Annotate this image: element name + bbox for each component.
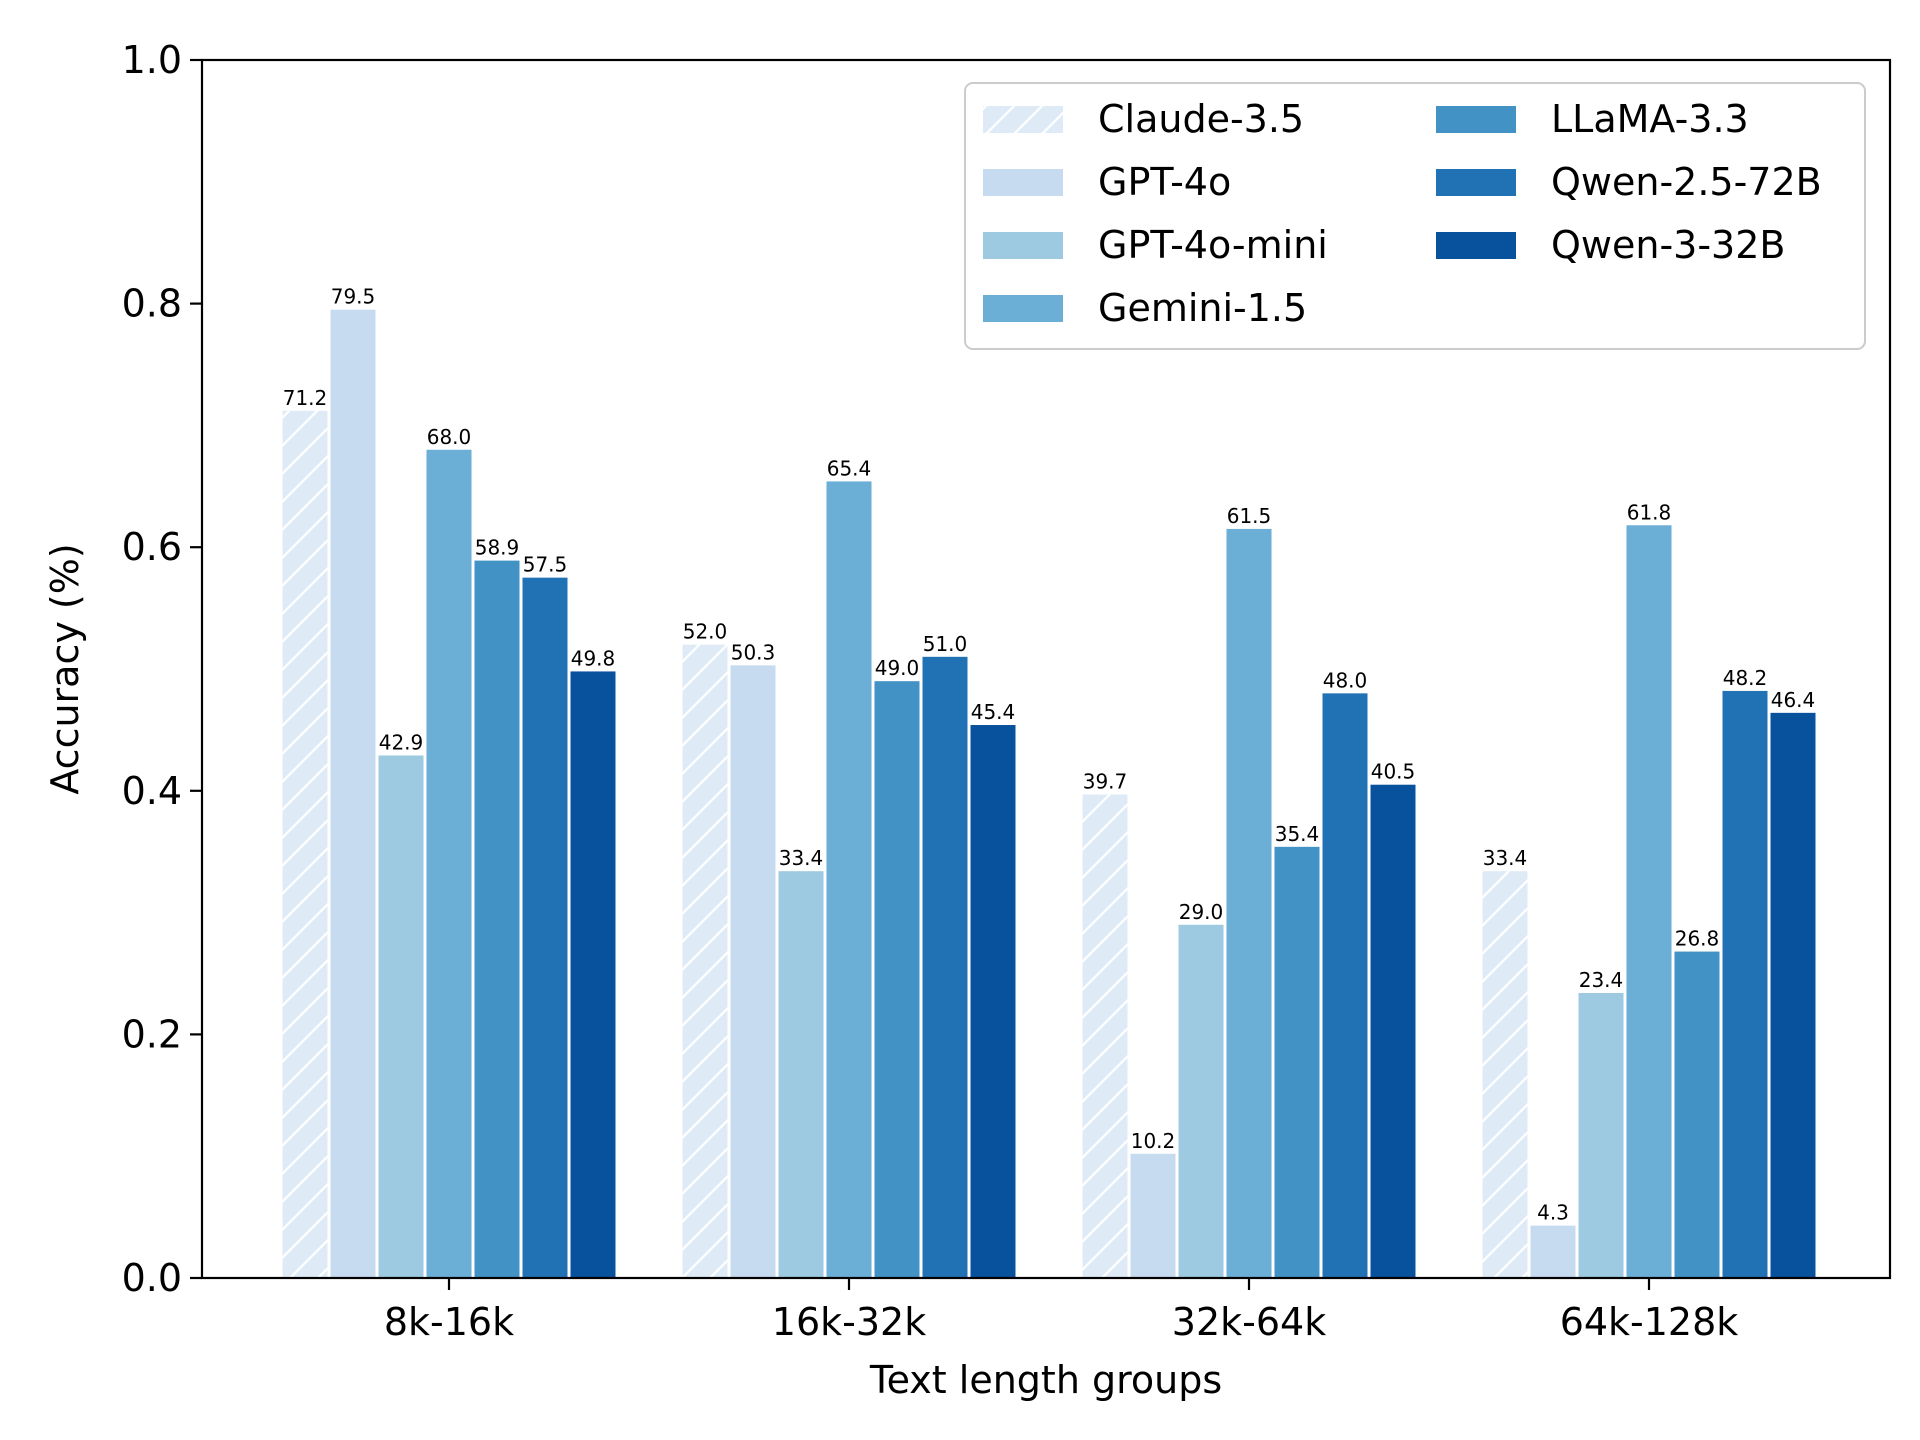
y-tick-label: 1.0 [122, 38, 182, 82]
y-tick-label: 0.2 [122, 1012, 182, 1056]
bar-hatch [1482, 871, 1528, 1278]
bar-qwen-3-32b-32k-64k [1370, 784, 1416, 1278]
bar-value-label: 50.3 [731, 640, 776, 664]
bar-value-label: 23.4 [1579, 968, 1624, 992]
bar-gpt-4o-mini-16k-32k [778, 871, 824, 1278]
x-axis: 8k-16k 16k-32k 32k-64k 64k-128k [384, 1278, 1738, 1344]
bar-gpt-4o-16k-32k [730, 665, 776, 1278]
legend-swatch [983, 295, 1063, 322]
bar-llama-3-3-32k-64k [1274, 846, 1320, 1278]
legend-swatch-hatch [983, 106, 1063, 133]
bar-value-label: 46.4 [1771, 688, 1816, 712]
bar-gpt-4o-8k-16k [330, 309, 376, 1278]
bar-value-label: 61.5 [1227, 504, 1272, 528]
bar-gpt-4o-32k-64k [1130, 1153, 1176, 1278]
bar-value-label: 58.9 [475, 536, 520, 560]
legend-label: Qwen-2.5-72B [1551, 160, 1822, 204]
bar-llama-3-3-64k-128k [1674, 951, 1720, 1278]
bar-gemini-1-5-64k-128k [1626, 525, 1672, 1278]
bar-gpt-4o-mini-32k-64k [1178, 924, 1224, 1278]
bar-value-label: 40.5 [1371, 760, 1416, 784]
bar-value-label: 33.4 [779, 846, 824, 870]
y-tick-label: 0.0 [122, 1256, 182, 1300]
bar-value-label: 49.0 [875, 656, 920, 680]
legend-label: Qwen-3-32B [1551, 223, 1785, 267]
bar-value-label: 49.8 [571, 646, 616, 670]
legend-swatch [1436, 169, 1516, 196]
bar-value-label: 71.2 [283, 386, 328, 410]
legend-swatch [983, 232, 1063, 259]
bar-gpt-4o-mini-64k-128k [1578, 992, 1624, 1278]
bar-qwen-3-32b-16k-32k [970, 725, 1016, 1278]
bar-labels-layer: 71.2 52.0 39.7 33.4 79.5 50.3 10.2 4.3 42.9 33.4 2… [283, 285, 1816, 1225]
bar-value-label: 48.0 [1323, 668, 1368, 692]
legend-label: LLaMA-3.3 [1551, 97, 1749, 141]
legend-label: GPT-4o-mini [1098, 223, 1328, 267]
bar-qwen-3-32b-8k-16k [570, 671, 616, 1278]
y-tick-label: 0.6 [122, 525, 182, 569]
bar-qwen-3-32b-64k-128k [1770, 712, 1816, 1278]
bar-qwen-2-5-72b-64k-128k [1722, 690, 1768, 1278]
bar-value-label: 51.0 [923, 632, 968, 656]
y-axis: 0.0 0.2 0.4 0.6 0.8 1.0 [122, 38, 202, 1300]
bar-value-label: 4.3 [1537, 1201, 1569, 1225]
bar-value-label: 68.0 [427, 425, 472, 449]
x-tick-label: 8k-16k [384, 1300, 514, 1344]
legend: Claude-3.5 GPT-4o GPT-4o-mini Gemini-1.5 LLa… [964, 82, 1866, 350]
bar-llama-3-3-8k-16k [474, 560, 520, 1278]
bar-value-label: 52.0 [683, 620, 728, 644]
bar-value-label: 61.8 [1627, 500, 1672, 524]
bar-value-label: 45.4 [971, 700, 1016, 724]
bar-value-label: 39.7 [1083, 769, 1128, 793]
bar-value-label: 79.5 [331, 285, 376, 309]
bar-hatch [682, 644, 728, 1278]
bar-gemini-1-5-8k-16k [426, 449, 472, 1278]
bar-value-label: 48.2 [1723, 666, 1768, 690]
y-tick-label: 0.8 [122, 282, 182, 326]
legend-label: Gemini-1.5 [1098, 286, 1307, 330]
plot-frame [200, 58, 1892, 1280]
legend-swatch [1436, 232, 1516, 259]
bar-llama-3-3-16k-32k [874, 681, 920, 1278]
bar-gemini-1-5-32k-64k [1226, 528, 1272, 1278]
legend-swatch [1436, 106, 1516, 133]
bar-hatch [1082, 794, 1128, 1278]
legend-label: GPT-4o [1098, 160, 1231, 204]
legend-frame [964, 82, 1866, 350]
bar-value-label: 35.4 [1275, 822, 1320, 846]
bar-value-label: 65.4 [827, 456, 872, 480]
legend-swatch [983, 169, 1063, 196]
bar-gpt-4o-64k-128k [1530, 1225, 1576, 1278]
bar-value-label: 26.8 [1675, 927, 1720, 951]
bar-value-label: 10.2 [1131, 1129, 1176, 1153]
bar-hatch [282, 410, 328, 1278]
bar-qwen-2-5-72b-8k-16k [522, 577, 568, 1278]
y-tick-label: 0.4 [122, 769, 182, 813]
bars-layer [282, 309, 1816, 1279]
bar-gpt-4o-mini-8k-16k [378, 755, 424, 1278]
bar-qwen-2-5-72b-32k-64k [1322, 693, 1368, 1278]
x-tick-label: 16k-32k [772, 1300, 926, 1344]
bar-qwen-2-5-72b-16k-32k [922, 656, 968, 1278]
x-axis-title: Text length groups [869, 1358, 1222, 1402]
x-tick-label: 32k-64k [1172, 1300, 1326, 1344]
bar-value-label: 29.0 [1179, 900, 1224, 924]
bar-value-label: 57.5 [523, 553, 568, 577]
bar-value-label: 42.9 [379, 730, 424, 754]
x-tick-label: 64k-128k [1560, 1300, 1739, 1344]
bar-gemini-1-5-16k-32k [826, 481, 872, 1279]
y-axis-title: Accuracy (%) [43, 543, 87, 794]
legend-label: Claude-3.5 [1098, 97, 1304, 141]
bar-value-label: 33.4 [1483, 846, 1528, 870]
